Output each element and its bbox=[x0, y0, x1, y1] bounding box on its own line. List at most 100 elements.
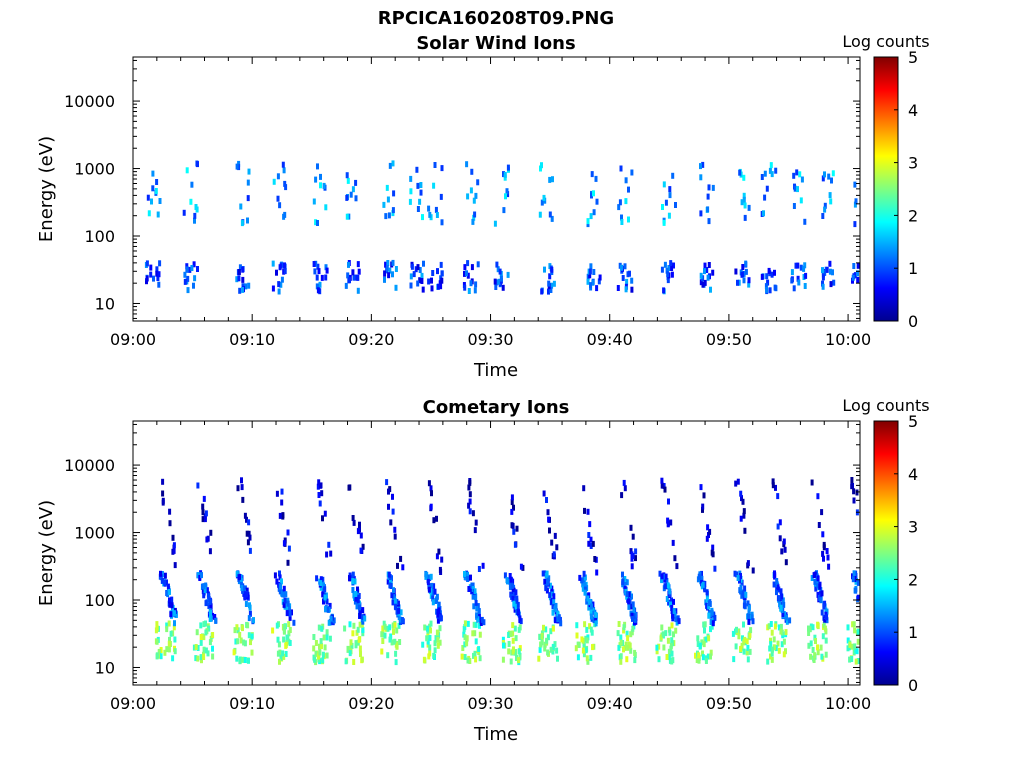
spectrogram-cell bbox=[546, 579, 549, 586]
spectrogram-cell bbox=[662, 181, 666, 188]
spectrogram-cell bbox=[157, 649, 161, 656]
spectrogram-cell bbox=[166, 591, 170, 598]
spectrogram-cell bbox=[284, 591, 288, 598]
spectrogram-cell bbox=[282, 653, 286, 660]
spectrogram-cell bbox=[590, 192, 593, 199]
x-tick-label: 10:00 bbox=[825, 330, 871, 349]
spectrogram-cell bbox=[325, 267, 329, 274]
spectrogram-cell bbox=[321, 651, 325, 658]
spectrogram-cell bbox=[831, 269, 834, 276]
spectrogram-cell bbox=[627, 591, 631, 598]
spectrogram-cell bbox=[669, 601, 672, 608]
spectrogram-cell bbox=[542, 624, 545, 631]
spectrogram-cell bbox=[478, 622, 481, 629]
spectrogram-cell bbox=[586, 508, 590, 515]
spectrogram-cell bbox=[323, 586, 327, 593]
spectrogram-cell bbox=[663, 261, 667, 268]
spectrogram-cell bbox=[855, 648, 859, 655]
spectrogram-cell bbox=[397, 604, 401, 611]
spectrogram-cell bbox=[207, 603, 211, 609]
colorbar-tick-label: 2 bbox=[908, 206, 918, 225]
spectrogram-cell bbox=[422, 656, 426, 663]
spectrogram-cell bbox=[553, 641, 557, 648]
spectrogram-cell bbox=[395, 608, 399, 615]
spectrogram-cell bbox=[351, 269, 355, 276]
spectrogram-cell bbox=[495, 261, 499, 268]
spectrogram-cell bbox=[275, 269, 278, 276]
spectrogram-cell bbox=[748, 632, 752, 639]
spectrogram-cell bbox=[243, 512, 247, 519]
spectrogram-cell bbox=[825, 608, 829, 615]
spectrogram-cell bbox=[706, 274, 710, 281]
spectrogram-cell bbox=[846, 637, 850, 644]
spectrogram-cell bbox=[474, 599, 478, 606]
spectrogram-cell bbox=[701, 506, 704, 513]
spectrogram-cell bbox=[704, 658, 708, 664]
spectrogram-cell bbox=[470, 168, 474, 175]
spectrogram-cell bbox=[391, 207, 395, 214]
spectrogram-cell bbox=[429, 485, 433, 492]
spectrogram-cell bbox=[540, 162, 543, 169]
spectrogram-cell bbox=[350, 642, 354, 649]
spectrogram-cell bbox=[809, 653, 813, 660]
spectrogram-cell bbox=[821, 274, 825, 281]
spectrogram-cell bbox=[667, 648, 671, 655]
spectrogram-cell bbox=[710, 549, 714, 556]
spectrogram-cell bbox=[428, 634, 432, 641]
spectrogram-cell bbox=[670, 622, 674, 629]
spectrogram-cell bbox=[592, 209, 596, 216]
spectrogram-cell bbox=[360, 656, 364, 663]
spectrogram-cell bbox=[319, 173, 322, 180]
spectrogram-cell bbox=[549, 590, 553, 597]
spectrogram-cell bbox=[237, 574, 241, 581]
spectrogram-cell bbox=[747, 204, 751, 211]
spectrogram-cell bbox=[626, 644, 630, 651]
y-tick-label: 1000 bbox=[74, 524, 115, 543]
spectrogram-cell bbox=[740, 642, 744, 649]
spectrogram-cell bbox=[386, 578, 390, 585]
spectrogram-cell bbox=[400, 617, 404, 623]
spectrogram-cell bbox=[820, 653, 824, 660]
spectrogram-cell bbox=[706, 524, 710, 531]
spectrogram-cell bbox=[207, 593, 211, 600]
spectrogram-cell bbox=[466, 620, 470, 627]
spectrogram-cell bbox=[283, 262, 286, 269]
spectrogram-cell bbox=[744, 260, 748, 267]
spectrogram-cell bbox=[380, 631, 384, 638]
spectrogram-cell bbox=[287, 621, 291, 628]
spectrogram-cell bbox=[278, 202, 282, 209]
spectrogram-cell bbox=[853, 201, 857, 208]
spectrogram-cell bbox=[380, 648, 384, 655]
spectrogram-cell bbox=[355, 603, 359, 610]
spectrogram-cell bbox=[383, 276, 386, 283]
spectrogram-cell bbox=[709, 619, 713, 625]
spectrogram-cell bbox=[145, 275, 149, 282]
spectrogram-cell bbox=[149, 264, 153, 271]
spectrogram-cell bbox=[160, 571, 164, 577]
spectrogram-cell bbox=[775, 581, 779, 588]
spectrogram-cell bbox=[345, 213, 349, 220]
spectrogram-cell bbox=[799, 264, 803, 271]
spectrogram-cell bbox=[241, 496, 245, 503]
spectrogram-cell bbox=[235, 655, 239, 662]
spectrogram-cell bbox=[511, 630, 515, 637]
spectrogram-cell bbox=[348, 575, 352, 582]
spectrogram-cell bbox=[511, 595, 515, 602]
spectrogram-cell bbox=[475, 605, 479, 612]
spectrogram-cell bbox=[183, 271, 187, 278]
spectrogram-cell bbox=[196, 482, 200, 489]
colorbar-tick-label: 2 bbox=[908, 570, 918, 589]
spectrogram-cell bbox=[389, 633, 393, 640]
colorbar-tick-label: 0 bbox=[908, 312, 918, 331]
spectrogram-cell bbox=[286, 559, 290, 566]
spectrogram-cell bbox=[674, 627, 678, 634]
spectrogram-cell bbox=[356, 528, 360, 535]
spectrogram-cell bbox=[776, 584, 780, 591]
spectrogram-cell bbox=[436, 268, 439, 275]
spectrogram-cell bbox=[707, 532, 710, 538]
spectrogram-cell bbox=[193, 275, 197, 282]
spectrogram-cell bbox=[740, 271, 744, 278]
spectrogram-cell bbox=[278, 574, 282, 581]
spectrogram-cell bbox=[493, 278, 497, 285]
y-tick-label: 100 bbox=[84, 591, 115, 610]
